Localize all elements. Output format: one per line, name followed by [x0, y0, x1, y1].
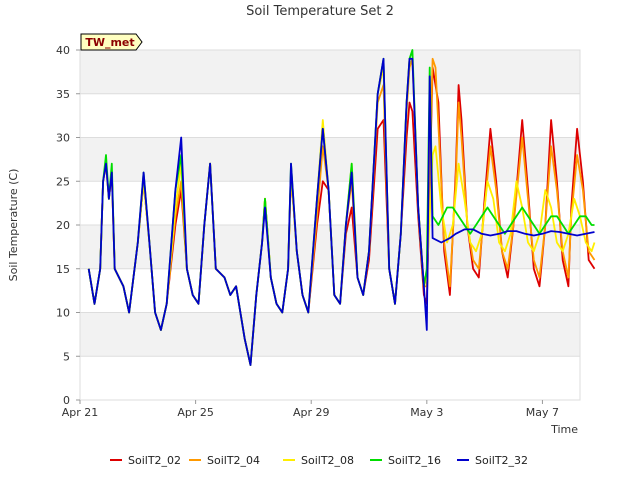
y-tick-label: 15 [56, 263, 70, 276]
legend-label: SoilT2_04 [207, 454, 260, 467]
legend-item-soilt2_32: SoilT2_32 [457, 454, 528, 467]
tw-met-badge: TW_met [80, 33, 143, 51]
series-line-soilt2_32 [87, 57, 595, 366]
y-axis: 0 5 10 15 20 25 30 35 40 [56, 44, 80, 407]
legend: SoilT2_02 SoilT2_04 SoilT2_08 SoilT2_16 Soil… [110, 454, 528, 467]
y-tick-label: 25 [56, 175, 70, 188]
legend-label: SoilT2_08 [301, 454, 354, 467]
badge-label: TW_met [85, 36, 134, 49]
legend-item-soilt2_02: SoilT2_02 [110, 454, 181, 467]
x-axis: Apr 21 Apr 25 Apr 29 May 3 May 7 [62, 400, 559, 419]
plot-band [80, 312, 580, 357]
y-axis-label: Soil Temperature (C) [7, 169, 20, 282]
series-layer [87, 49, 596, 366]
plot-band [80, 50, 580, 94]
legend-label: SoilT2_16 [388, 454, 441, 467]
x-axis-label: Time [550, 423, 578, 436]
legend-item-soilt2_08: SoilT2_08 [283, 454, 354, 467]
y-tick-label: 35 [56, 88, 70, 101]
plot-band [80, 268, 580, 313]
y-tick-label: 40 [56, 44, 70, 57]
legend-item-soilt2_16: SoilT2_16 [370, 454, 441, 467]
legend-item-soilt2_04: SoilT2_04 [189, 454, 260, 467]
x-tick-label: Apr 25 [177, 406, 214, 419]
x-tick-label: May 3 [410, 406, 443, 419]
y-tick-label: 30 [56, 132, 70, 145]
plot-band [80, 137, 580, 182]
legend-label: SoilT2_32 [475, 454, 528, 467]
chart-title: Soil Temperature Set 2 [246, 4, 394, 19]
x-tick-label: Apr 29 [293, 406, 330, 419]
x-tick-label: May 7 [526, 406, 559, 419]
y-tick-label: 5 [63, 350, 70, 363]
y-tick-label: 10 [56, 307, 70, 320]
plot-band [80, 356, 580, 400]
y-tick-label: 0 [63, 394, 70, 407]
y-tick-label: 20 [56, 219, 70, 232]
plot-band [80, 93, 580, 138]
x-tick-label: Apr 21 [62, 406, 99, 419]
legend-label: SoilT2_02 [128, 454, 181, 467]
